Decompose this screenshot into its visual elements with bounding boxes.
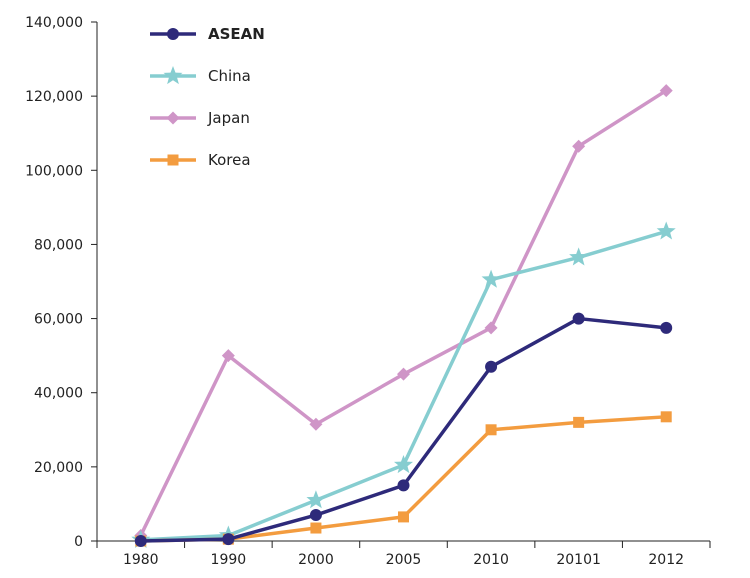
data-point-china — [656, 221, 676, 240]
y-tick-label: 100,000 — [25, 163, 83, 179]
series-line-asean — [140, 316, 667, 543]
data-point-korea — [573, 416, 585, 428]
y-tick-label: 120,000 — [25, 89, 83, 105]
y-tick-label: 0 — [74, 534, 83, 550]
y-tick-label: 80,000 — [34, 237, 83, 253]
legend-swatch-marker — [167, 154, 179, 166]
data-point-japan — [309, 417, 323, 431]
legend-item-china: China — [150, 66, 251, 85]
legend-item-asean: ASEAN — [150, 25, 265, 43]
data-point-asean — [134, 535, 147, 547]
series-asean — [134, 312, 673, 547]
legend-label: Japan — [207, 109, 250, 127]
data-point-asean — [485, 360, 498, 373]
y-tick-label: 140,000 — [25, 15, 83, 31]
data-point-china — [306, 490, 326, 509]
legend-swatch-marker — [166, 111, 180, 125]
legend-swatch-marker — [163, 66, 183, 85]
chart-series — [131, 84, 676, 548]
data-point-asean — [309, 509, 322, 522]
data-point-japan — [572, 139, 586, 153]
x-tick-label: 20101 — [556, 552, 601, 568]
data-point-china — [569, 247, 589, 266]
data-point-japan — [221, 349, 235, 363]
data-point-asean — [397, 479, 410, 492]
legend-label: Korea — [208, 151, 251, 169]
data-point-korea — [398, 511, 409, 523]
y-tick-label: 60,000 — [34, 312, 83, 328]
chart-legend: ASEAN China Japan Korea — [150, 25, 265, 169]
data-point-korea — [310, 522, 322, 534]
chart-axes: 0 20,000 40,000 60,000 80,000 100,000 120,000 1… — [25, 15, 711, 568]
data-point-korea — [485, 424, 497, 436]
data-point-japan — [397, 367, 410, 381]
data-point-japan — [484, 321, 498, 335]
legend-item-korea: Korea — [150, 151, 251, 169]
series-japan — [134, 84, 673, 542]
legend-swatch-marker — [167, 28, 179, 40]
series-korea — [135, 411, 672, 547]
x-tick-label: 2000 — [298, 552, 334, 568]
data-point-asean — [660, 321, 673, 334]
x-tick-label: 1980 — [123, 552, 159, 568]
x-tick-label: 1990 — [211, 552, 247, 568]
legend-item-japan: Japan — [150, 109, 250, 127]
data-point-japan — [659, 84, 673, 98]
y-tick-label: 40,000 — [34, 386, 83, 402]
series-line-china — [140, 229, 667, 542]
data-point-asean — [222, 533, 235, 546]
data-point-asean — [572, 312, 585, 325]
legend-label: ASEAN — [208, 25, 265, 43]
y-tick-label: 20,000 — [34, 460, 83, 476]
legend-label: China — [208, 67, 251, 85]
x-tick-label: 2010 — [473, 552, 509, 568]
x-tick-label: 2005 — [386, 552, 422, 568]
data-point-china — [481, 269, 501, 288]
data-point-korea — [660, 411, 672, 423]
x-tick-label: 2012 — [648, 552, 684, 568]
data-point-china — [393, 455, 414, 474]
